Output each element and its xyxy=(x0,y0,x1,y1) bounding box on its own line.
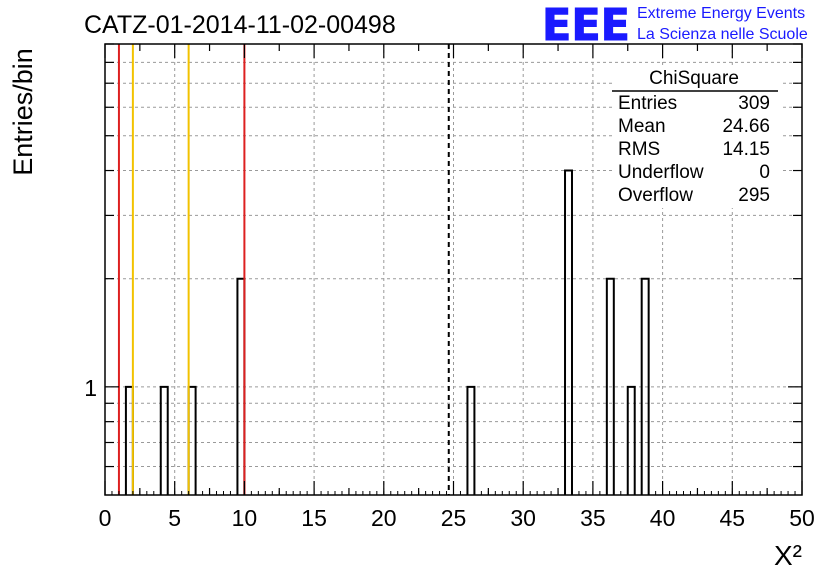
stats-row-label: RMS xyxy=(618,139,660,160)
stats-row-label: Underflow xyxy=(618,162,704,183)
stats-row-value: 309 xyxy=(738,93,770,114)
logo-line-1: Extreme Energy Events xyxy=(637,5,805,22)
axes: 0 5 10 15 20 25 30 35 40 45 50 1 xyxy=(84,43,815,531)
grid xyxy=(105,44,802,495)
x-tick-label: 30 xyxy=(510,505,536,531)
histogram-bar xyxy=(626,385,636,495)
chart-title: CATZ-01-2014-11-02-00498 xyxy=(84,11,396,39)
histogram-bar xyxy=(159,385,169,495)
y-axis-label: Entries/bin xyxy=(8,48,38,176)
stats-row-label: Mean xyxy=(618,116,666,137)
y-tick-label: 1 xyxy=(84,375,97,401)
stats-row-value: 24.66 xyxy=(722,116,770,137)
stats-row-label: Entries xyxy=(618,93,677,114)
histogram-bar xyxy=(640,277,650,495)
eee-logo: EEE Extreme Energy Events La Scienza nel… xyxy=(542,0,808,52)
logo-line-2: La Scienza nelle Scuole xyxy=(637,26,808,43)
x-tick-label: 0 xyxy=(99,505,112,531)
x-tick-label: 40 xyxy=(650,505,676,531)
stats-row-label: Overflow xyxy=(618,185,693,206)
histogram-bar xyxy=(466,385,476,495)
histogram-bar xyxy=(605,277,615,495)
x-tick-label: 25 xyxy=(441,505,467,531)
stats-box: ChiSquare Entries 309 Mean 24.66 RMS 14.15 Und… xyxy=(612,68,780,208)
x-axis-label: X² xyxy=(774,540,802,571)
stats-row-value: 0 xyxy=(759,162,770,183)
histogram-bar xyxy=(564,169,573,495)
logo-mark: EEE xyxy=(542,0,630,51)
x-tick-label: 15 xyxy=(301,505,327,531)
stats-box-title: ChiSquare xyxy=(649,68,739,89)
stats-row-value: 295 xyxy=(738,185,770,206)
x-tick-label: 50 xyxy=(789,505,815,531)
stats-row-value: 14.15 xyxy=(722,139,770,160)
x-tick-label: 45 xyxy=(720,505,746,531)
x-tick-label: 35 xyxy=(580,505,606,531)
reference-lines xyxy=(117,44,450,495)
x-tick-label: 5 xyxy=(168,505,181,531)
x-tick-label: 20 xyxy=(371,505,397,531)
x-tick-label: 10 xyxy=(232,505,258,531)
histogram-bars xyxy=(124,169,650,495)
